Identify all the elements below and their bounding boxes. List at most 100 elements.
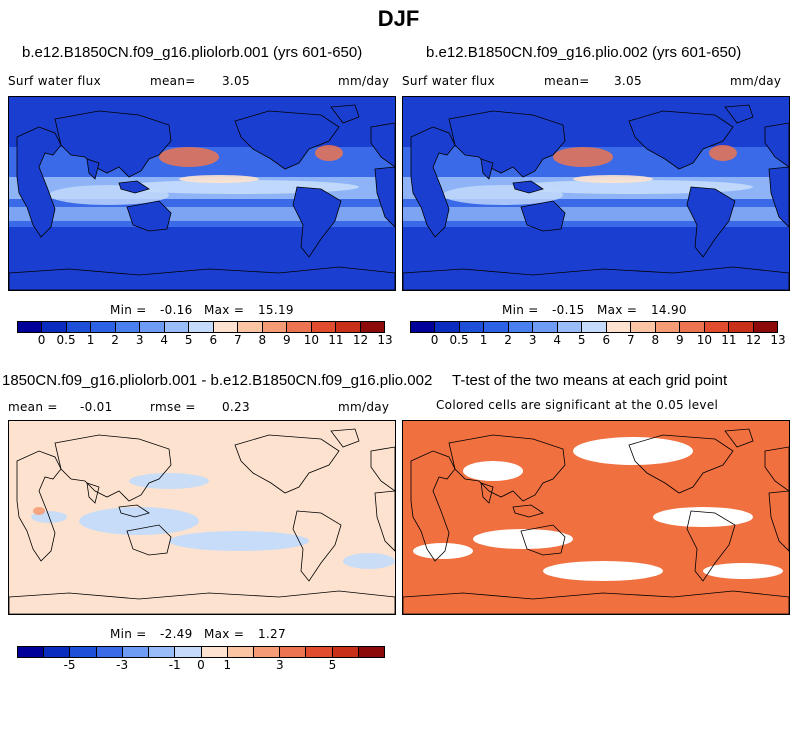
colorbar-tick-label: 5 bbox=[184, 333, 193, 347]
panel-3-rmse-label: rmse = bbox=[150, 400, 196, 414]
coastline bbox=[16, 126, 62, 238]
coastline bbox=[54, 434, 172, 502]
coastline bbox=[628, 434, 734, 494]
coastline bbox=[374, 166, 395, 228]
panel-1-map bbox=[8, 96, 396, 291]
coastline bbox=[512, 180, 544, 194]
coastline bbox=[9, 590, 395, 614]
colorbar-swatch bbox=[44, 647, 71, 657]
panel-1-min-value: -0.16 bbox=[160, 303, 193, 317]
coastline bbox=[764, 446, 789, 492]
colorbar-swatch bbox=[680, 322, 705, 332]
panel-1-colorbar: 0 0.5 1 2 3 4 5 6 7 8 9 10 11 12 13 bbox=[17, 321, 393, 349]
panel-2-max-label: Max = bbox=[597, 303, 638, 317]
panel-4-subtitle: Colored cells are significant at the 0.0… bbox=[436, 398, 719, 412]
colorbar-swatch bbox=[96, 647, 123, 657]
colorbar-swatch bbox=[484, 322, 509, 332]
coastline bbox=[118, 504, 150, 518]
colorbar-tick-label: -3 bbox=[116, 658, 129, 672]
colorbar-tick-label: 6 bbox=[209, 333, 218, 347]
colorbar-swatch bbox=[140, 322, 165, 332]
panel-3-max-value: 1.27 bbox=[258, 627, 286, 641]
colorbar-swatch bbox=[606, 322, 632, 332]
coastline bbox=[126, 524, 172, 556]
coastline bbox=[54, 110, 172, 178]
panel-2-mean-label: mean= bbox=[544, 74, 590, 88]
coastline bbox=[234, 434, 340, 494]
colorbar-tick-label: 8 bbox=[651, 333, 660, 347]
colorbar-swatch bbox=[91, 322, 116, 332]
colorbar-tick-label: 13 bbox=[377, 333, 393, 347]
colorbar-tick-label: 2 bbox=[111, 333, 119, 347]
panel-2-colorbar: 0 0.5 1 2 3 4 5 6 7 8 9 10 11 12 13 bbox=[410, 321, 786, 349]
colorbar-tick-label: 7 bbox=[233, 333, 242, 347]
colorbar-tick-label: 4 bbox=[553, 333, 562, 347]
colorbar-swatch bbox=[533, 322, 558, 332]
colorbar-swatch bbox=[655, 322, 681, 332]
coastline bbox=[330, 428, 360, 448]
coastline bbox=[520, 200, 566, 232]
main-title: DJF bbox=[377, 6, 420, 31]
colorbar-tick-label: 1 bbox=[479, 333, 488, 347]
panel-3-map bbox=[8, 420, 396, 615]
colorbar-tick-label: 0.5 bbox=[449, 333, 469, 347]
coastline bbox=[512, 504, 544, 518]
colorbar-tick-label: -5 bbox=[63, 658, 76, 672]
panel-3-max-label: Max = bbox=[204, 627, 245, 641]
colorbar-swatch bbox=[704, 322, 730, 332]
colorbar-tick-label: 13 bbox=[770, 333, 786, 347]
panel-1-units: mm/day bbox=[338, 74, 390, 88]
panel-3-units: mm/day bbox=[338, 400, 390, 414]
panel-2-variable: Surf water flux bbox=[402, 74, 495, 88]
colorbar-tick-label: 0 bbox=[430, 333, 439, 347]
coastline bbox=[410, 450, 456, 562]
colorbar-tick-label: 9 bbox=[283, 333, 291, 347]
coastline bbox=[118, 180, 150, 194]
panel-1-max-label: Max = bbox=[204, 303, 245, 317]
colorbar-tick-label: 3 bbox=[135, 333, 144, 347]
panel-2-min-label: Min = bbox=[502, 303, 539, 317]
panel-2-units: mm/day bbox=[730, 74, 782, 88]
colorbar-tick-label: 3 bbox=[276, 658, 284, 672]
coastline bbox=[686, 510, 736, 582]
coastline bbox=[448, 110, 566, 178]
panel-1-max-value: 15.19 bbox=[258, 303, 294, 317]
panel-2-mean-value: 3.05 bbox=[614, 74, 642, 88]
coastline bbox=[764, 122, 789, 168]
panel-1-precip-map bbox=[9, 97, 395, 290]
panel-3-mean-label: mean = bbox=[8, 400, 58, 414]
panel-4-map bbox=[402, 420, 790, 615]
coastline bbox=[9, 266, 395, 290]
colorbar-swatch bbox=[459, 322, 485, 332]
coastline bbox=[126, 200, 172, 232]
colorbar-swatch bbox=[280, 647, 307, 657]
colorbar-swatch bbox=[213, 322, 239, 332]
colorbar-swatch bbox=[70, 647, 97, 657]
colorbar-swatch bbox=[18, 647, 45, 657]
panel-4-ttest-map bbox=[403, 421, 789, 614]
colorbar-swatch bbox=[253, 647, 281, 657]
colorbar-tick-label: 0.5 bbox=[56, 333, 76, 347]
colorbar-swatch bbox=[287, 322, 312, 332]
colorbar-tick-label: 9 bbox=[676, 333, 684, 347]
coastline bbox=[234, 110, 340, 170]
colorbar-swatch bbox=[336, 322, 361, 332]
colorbar-swatch bbox=[227, 647, 254, 657]
coastline bbox=[448, 434, 566, 502]
colorbar-tick-label: 5 bbox=[328, 658, 337, 672]
panel-3-mean-value: -0.01 bbox=[80, 400, 113, 414]
coastline bbox=[724, 104, 754, 124]
colorbar-tick-label: 3 bbox=[528, 333, 537, 347]
colorbar-tick-label: 8 bbox=[258, 333, 267, 347]
colorbar-tick-label: 11 bbox=[721, 333, 737, 347]
colorbar-swatch bbox=[201, 647, 228, 657]
panel-3-colorbar: -5 -3 -1 0 1 3 5 bbox=[17, 646, 385, 674]
panel-3-min-label: Min = bbox=[110, 627, 147, 641]
panel-1-title: b.e12.B1850CN.f09_g16.pliolorb.001 (yrs … bbox=[22, 44, 363, 61]
colorbar-tick-label: 1 bbox=[86, 333, 95, 347]
colorbar-tick-label: 4 bbox=[160, 333, 169, 347]
panel-1-min-label: Min = bbox=[110, 303, 147, 317]
colorbar-tick-label: 12 bbox=[745, 333, 762, 347]
colorbar-swatch bbox=[42, 322, 67, 332]
colorbar-tick-label: 6 bbox=[602, 333, 611, 347]
